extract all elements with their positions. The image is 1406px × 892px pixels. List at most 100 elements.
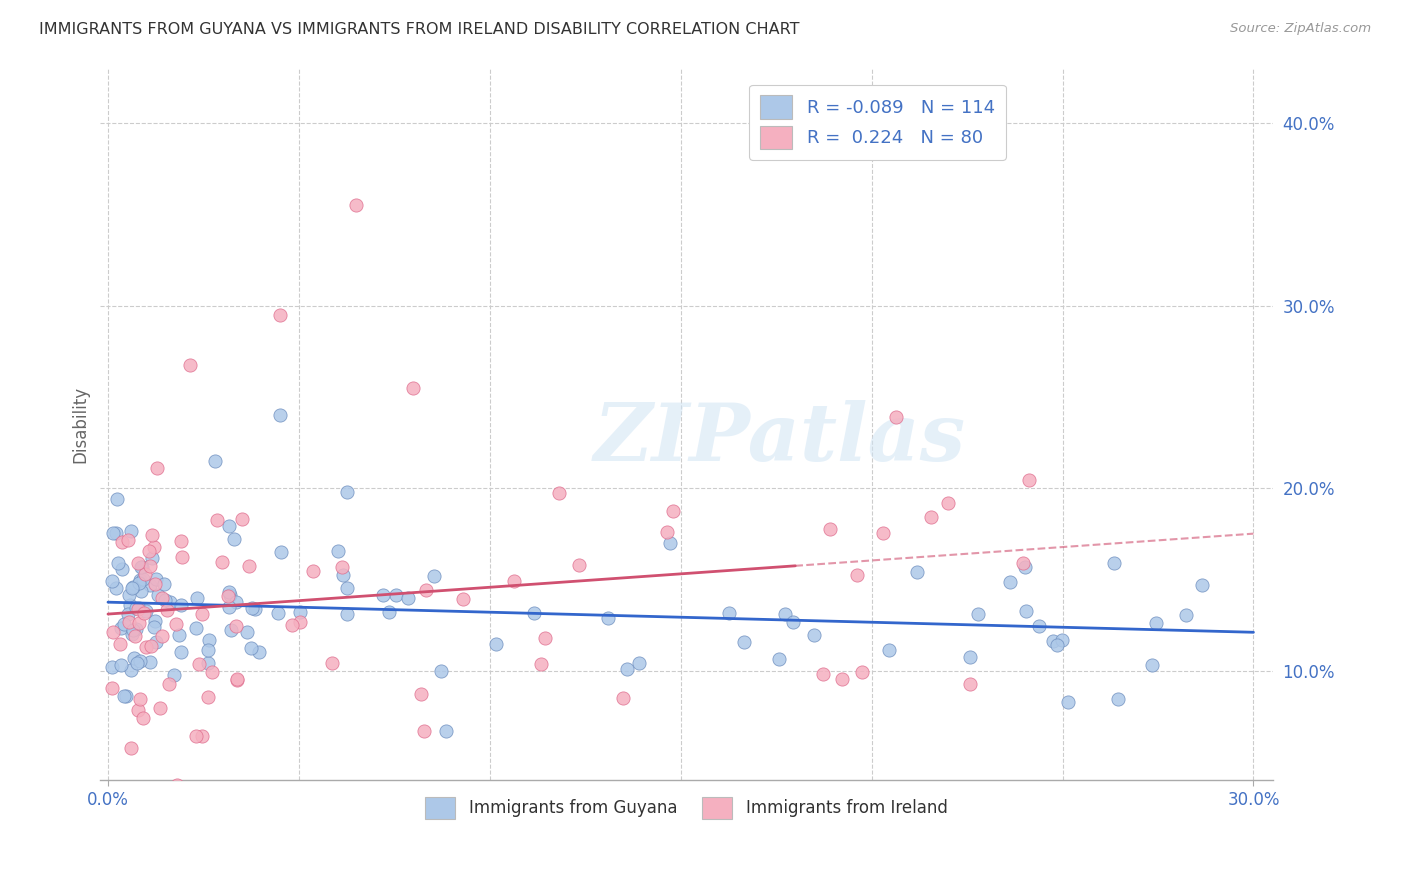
Point — [219, 623, 242, 637]
Point — [156, 602, 179, 616]
Point — [117, 607, 139, 621]
Point — [201, 665, 224, 680]
Point — [149, 701, 172, 715]
Point — [240, 601, 263, 615]
Point — [132, 711, 155, 725]
Point — [485, 637, 508, 651]
Point — [321, 656, 343, 670]
Point — [186, 622, 208, 636]
Point — [141, 527, 163, 541]
Point — [1191, 578, 1213, 592]
Point — [1046, 638, 1069, 652]
Point — [150, 591, 173, 605]
Point — [111, 562, 134, 576]
Point — [118, 599, 141, 613]
Point — [143, 620, 166, 634]
Point — [139, 577, 162, 591]
Point — [105, 491, 128, 506]
Point — [548, 485, 571, 500]
Point — [998, 575, 1021, 590]
Point — [129, 560, 152, 574]
Point — [143, 577, 166, 591]
Point — [235, 624, 257, 639]
Point — [159, 595, 181, 609]
Point — [938, 496, 960, 510]
Point — [112, 689, 135, 703]
Point — [198, 632, 221, 647]
Point — [344, 198, 367, 212]
Point — [128, 615, 150, 630]
Point — [1144, 615, 1167, 630]
Point — [218, 585, 240, 599]
Point — [831, 673, 853, 687]
Point — [218, 519, 240, 533]
Point — [402, 381, 425, 395]
Point — [141, 550, 163, 565]
Point — [1018, 473, 1040, 487]
Point — [1012, 556, 1035, 570]
Point — [125, 600, 148, 615]
Point — [768, 652, 790, 666]
Point — [533, 632, 555, 646]
Point — [146, 588, 169, 602]
Point — [111, 535, 134, 549]
Point — [187, 657, 209, 672]
Point — [101, 660, 124, 674]
Point — [269, 409, 291, 423]
Point — [110, 657, 132, 672]
Point — [125, 656, 148, 670]
Point — [1107, 692, 1129, 706]
Point — [430, 665, 453, 679]
Point — [101, 525, 124, 540]
Point — [143, 614, 166, 628]
Point — [121, 581, 143, 595]
Point — [877, 643, 900, 657]
Point — [612, 691, 634, 706]
Point — [167, 628, 190, 642]
Point — [115, 689, 138, 703]
Point — [104, 582, 127, 596]
Point — [959, 650, 981, 665]
Point — [128, 575, 150, 590]
Point — [249, 645, 271, 659]
Point — [238, 559, 260, 574]
Point — [218, 588, 240, 602]
Point — [1042, 634, 1064, 648]
Point — [122, 580, 145, 594]
Point — [197, 656, 219, 670]
Point — [197, 690, 219, 704]
Point — [530, 657, 553, 672]
Point — [225, 595, 247, 609]
Point — [169, 599, 191, 613]
Point — [371, 588, 394, 602]
Point — [222, 532, 245, 546]
Point — [170, 550, 193, 565]
Point — [124, 622, 146, 636]
Point — [179, 358, 201, 372]
Point — [117, 533, 139, 547]
Point — [142, 540, 165, 554]
Point — [157, 677, 180, 691]
Point — [231, 512, 253, 526]
Point — [718, 606, 741, 620]
Point — [423, 569, 446, 583]
Point — [655, 525, 678, 540]
Point — [184, 729, 207, 743]
Point — [190, 607, 212, 621]
Point — [290, 605, 312, 619]
Point — [122, 651, 145, 665]
Point — [138, 559, 160, 574]
Point — [121, 626, 143, 640]
Point — [153, 576, 176, 591]
Text: ZIPatlas: ZIPatlas — [595, 400, 966, 477]
Point — [886, 410, 908, 425]
Point — [332, 568, 354, 582]
Point — [872, 526, 894, 541]
Point — [627, 656, 650, 670]
Point — [225, 619, 247, 633]
Point — [1028, 619, 1050, 633]
Point — [145, 635, 167, 649]
Point — [211, 555, 233, 569]
Point — [129, 574, 152, 588]
Point — [138, 543, 160, 558]
